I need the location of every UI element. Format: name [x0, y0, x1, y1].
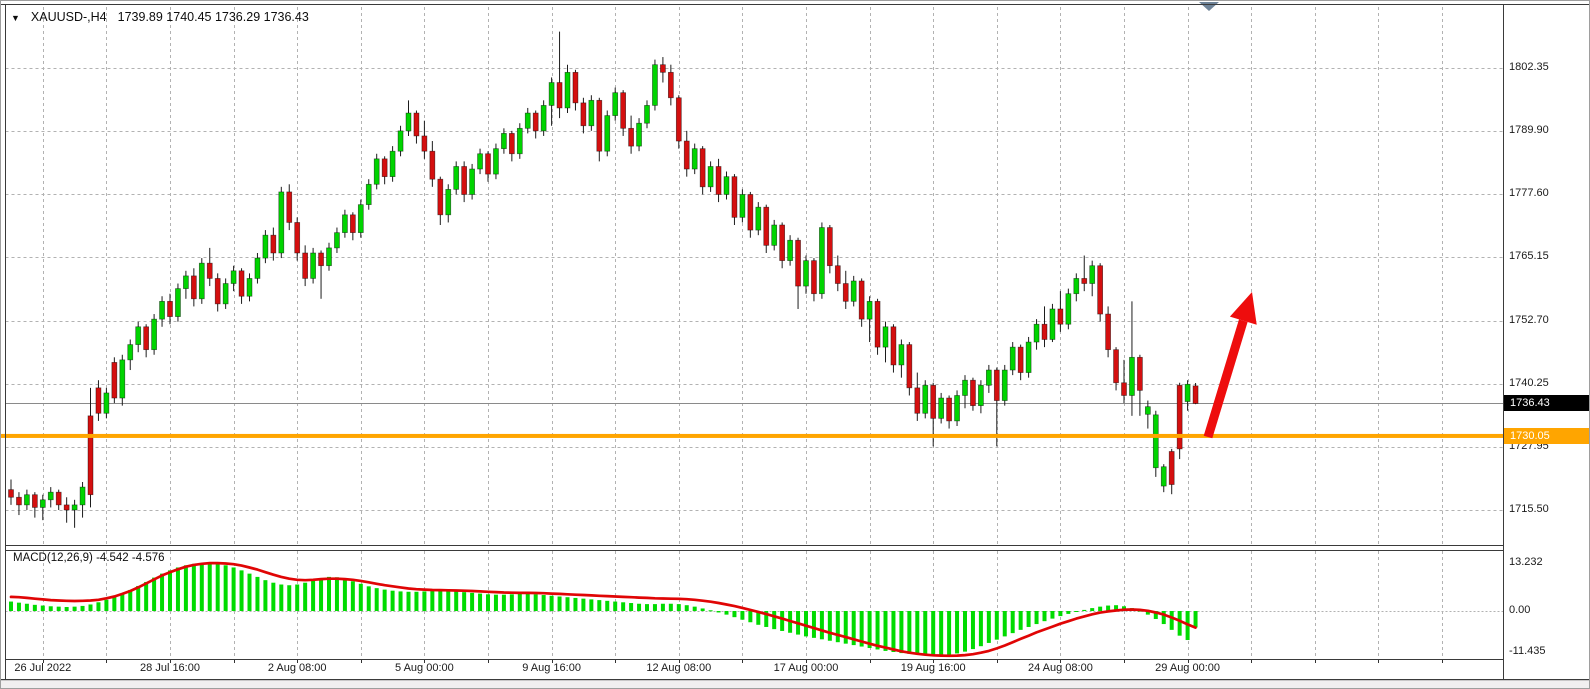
date-axis-label: 19 Aug 16:00 — [900, 662, 966, 674]
date-axis-label: 5 Aug 00:00 — [395, 662, 454, 674]
date-axis-label: 24 Aug 08:00 — [1027, 662, 1093, 674]
price-axis-label: 1802.35 — [1509, 61, 1549, 73]
current-price-badge: 1736.43 — [1504, 395, 1589, 411]
price-axis-label: 1715.50 — [1509, 502, 1549, 515]
date-axis-label: 28 Jul 16:00 — [140, 662, 200, 674]
macd-histogram — [9, 563, 1198, 656]
symbol-dropdown-icon[interactable]: ▼ — [11, 12, 20, 23]
date-axis-label: 26 Jul 2022 — [14, 662, 72, 674]
date-axis-label: 2 Aug 08:00 — [267, 662, 327, 674]
bottom-scroll-strip[interactable] — [1, 680, 1589, 688]
hline-price-badge: 1730.05 — [1504, 428, 1589, 444]
chart-title-bar: ▼ XAUUSD-,H4 1739.89 1740.45 1736.29 173… — [11, 10, 309, 24]
main-chart-pane[interactable] — [6, 5, 1503, 545]
date-axis-label: 12 Aug 08:00 — [646, 662, 712, 674]
ohlc-values: 1739.89 1740.45 1736.29 1736.43 — [117, 10, 309, 24]
price-axis-label: 1765.15 — [1509, 250, 1549, 263]
macd-signal-line — [9, 561, 1197, 658]
macd-name: MACD(12,26,9) — [13, 552, 93, 564]
pane-borders — [1, 4, 1589, 680]
macd-axis-label: 13.232 — [1509, 555, 1543, 568]
macd-axis-label: -11.435 — [1509, 645, 1546, 658]
symbol-timeframe-label: XAUUSD-,H4 — [30, 10, 107, 24]
price-axis-label: 1777.60 — [1509, 186, 1549, 199]
price-axis-label: 1740.25 — [1509, 377, 1549, 390]
macd-values: -4.542 -4.576 — [96, 552, 165, 564]
price-axis-label: 1752.70 — [1509, 313, 1549, 326]
macd-axis-label: 0.00 — [1509, 604, 1531, 616]
support-hline[interactable] — [1, 433, 1503, 438]
macd-indicator-pane[interactable] — [6, 551, 1503, 659]
date-axis-label: 17 Aug 00:00 — [773, 662, 839, 674]
macd-indicator-label: MACD(12,26,9) -4.542 -4.576 — [13, 552, 165, 564]
date-axis-label: 9 Aug 16:00 — [522, 662, 581, 674]
price-axis-label: 1789.90 — [1509, 124, 1549, 137]
candlestick-series — [8, 31, 1199, 528]
arrow-up-annotation[interactable] — [1203, 292, 1257, 439]
date-axis-label: 29 Aug 00:00 — [1155, 662, 1221, 674]
